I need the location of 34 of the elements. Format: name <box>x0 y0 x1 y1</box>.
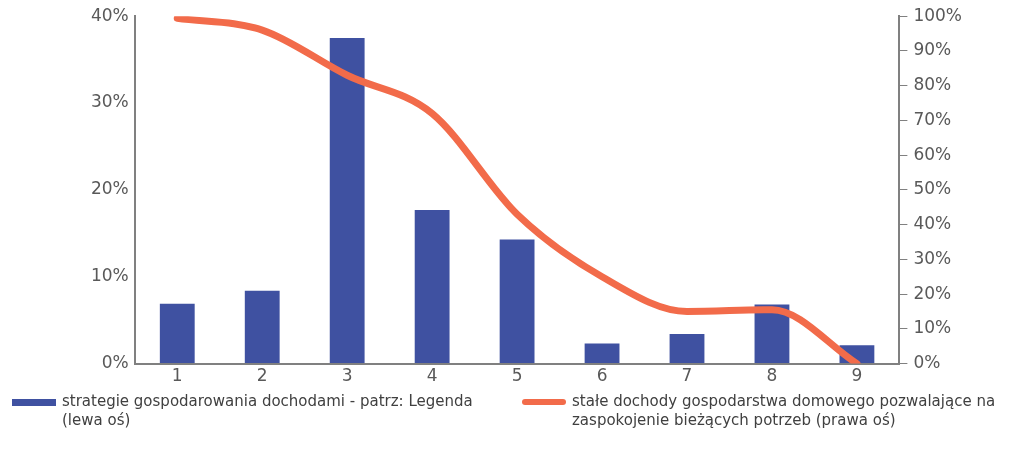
y2-tick-label: 20% <box>913 282 952 303</box>
x-tick-label: 1 <box>171 365 183 386</box>
y2-tick-label: 10% <box>913 317 952 338</box>
bar <box>584 343 620 364</box>
legend-label: strategie gospodarowania dochodami - patrz: Legenda (lewa oś) <box>62 392 474 430</box>
bar <box>244 290 280 364</box>
y2-tick-label: 70% <box>913 108 952 129</box>
y-tick-label: 10% <box>90 265 129 286</box>
legend-label: stałe dochody gospodarstwa domowego pozwalające na zaspokojenie bieżących potrzeb (prawa oś) <box>572 392 997 430</box>
y-tick-label: 20% <box>90 178 129 199</box>
bar <box>499 239 535 364</box>
x-tick-label: 6 <box>596 365 608 386</box>
y-tick-label: 40% <box>90 4 129 25</box>
y2-tick-label: 60% <box>913 143 952 164</box>
x-tick-label: 4 <box>426 365 438 386</box>
y2-tick-label: 90% <box>913 39 952 60</box>
y2-tick-label: 30% <box>913 247 952 268</box>
y2-tick-label: 100% <box>913 4 963 25</box>
bar <box>329 37 365 364</box>
y2-tick-label: 50% <box>913 178 952 199</box>
y2-tick-label: 0% <box>913 352 941 373</box>
bar <box>159 303 195 364</box>
bar <box>414 209 450 364</box>
y2-tick-label: 40% <box>913 213 952 234</box>
x-tick-label: 8 <box>766 365 778 386</box>
bar <box>669 334 705 364</box>
x-tick-label: 5 <box>511 365 523 386</box>
y-tick-label: 0% <box>101 352 129 373</box>
x-tick-label: 9 <box>851 365 863 386</box>
y-tick-label: 30% <box>90 91 129 112</box>
x-tick-label: 2 <box>256 365 268 386</box>
y2-tick-label: 80% <box>913 74 952 95</box>
x-tick-label: 7 <box>681 365 693 386</box>
x-tick-label: 3 <box>341 365 353 386</box>
